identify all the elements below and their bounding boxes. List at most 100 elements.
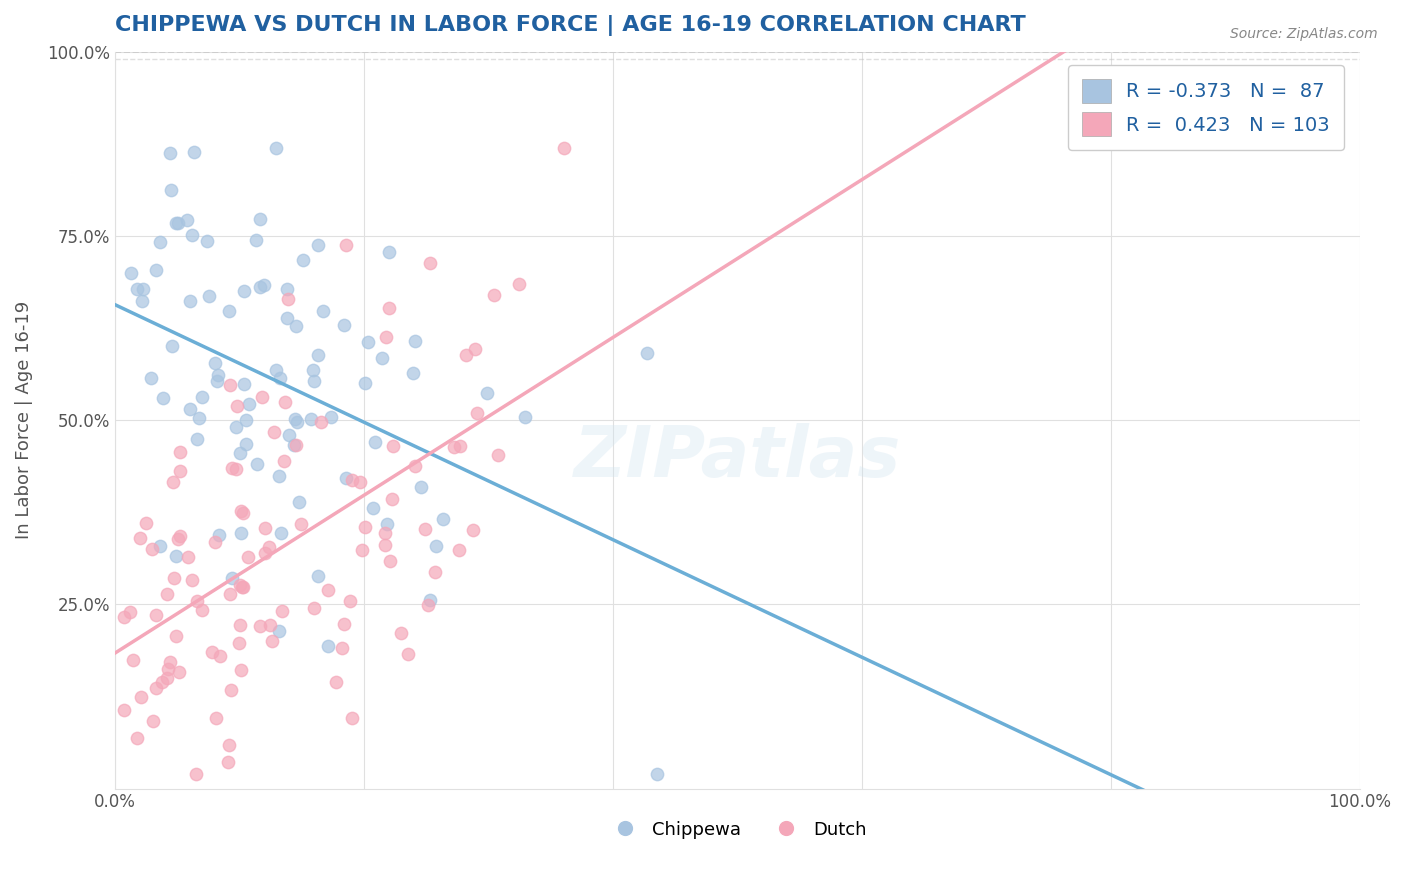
Point [464, 342, 486, 356]
Point [270, 525, 292, 540]
Point [225, 419, 247, 434]
Point [131, 293, 153, 308]
Point [142, 714, 165, 728]
Point [354, 376, 377, 390]
Point [167, 665, 190, 680]
Point [166, 217, 188, 231]
Point [260, 633, 283, 648]
Point [419, 592, 441, 607]
Point [233, 284, 256, 298]
Point [245, 233, 267, 247]
Point [197, 289, 219, 303]
Point [181, 228, 204, 243]
Point [156, 662, 179, 676]
Point [449, 439, 471, 453]
Point [160, 339, 183, 353]
Point [229, 664, 252, 678]
Point [361, 501, 384, 516]
Point [456, 348, 478, 362]
Point [179, 402, 201, 417]
Point [283, 437, 305, 451]
Point [159, 655, 181, 669]
Point [353, 520, 375, 534]
Point [357, 334, 380, 349]
Point [149, 539, 172, 553]
Point [156, 587, 179, 601]
Point [312, 304, 335, 318]
Point [378, 244, 401, 259]
Point [186, 432, 208, 446]
Point [257, 540, 280, 554]
Point [249, 280, 271, 294]
Point [165, 216, 187, 230]
Point [163, 571, 186, 585]
Point [252, 390, 274, 404]
Point [254, 521, 277, 535]
Point [218, 303, 240, 318]
Point [112, 609, 135, 624]
Point [264, 363, 287, 377]
Point [443, 440, 465, 454]
Point [382, 438, 405, 452]
Point [217, 755, 239, 769]
Point [486, 448, 509, 462]
Point [276, 311, 298, 326]
Point [219, 587, 242, 601]
Point [352, 542, 374, 557]
Point [335, 471, 357, 485]
Point [165, 549, 187, 563]
Point [307, 348, 329, 362]
Point [249, 619, 271, 633]
Point [432, 512, 454, 526]
Point [169, 464, 191, 478]
Point [263, 425, 285, 440]
Point [378, 301, 401, 315]
Point [226, 399, 249, 413]
Point [176, 213, 198, 227]
Point [205, 711, 228, 725]
Y-axis label: In Labor Force | Age 16-19: In Labor Force | Age 16-19 [15, 301, 32, 540]
Point [221, 571, 243, 585]
Point [191, 390, 214, 404]
Point [128, 531, 150, 545]
Point [238, 397, 260, 411]
Point [404, 334, 426, 348]
Point [277, 428, 299, 442]
Point [231, 504, 253, 518]
Point [636, 346, 658, 360]
Point [179, 293, 201, 308]
Point [277, 293, 299, 307]
Point [219, 682, 242, 697]
Point [413, 522, 436, 536]
Point [225, 461, 247, 475]
Point [150, 674, 173, 689]
Point [330, 641, 353, 656]
Point [285, 318, 308, 333]
Point [419, 256, 441, 270]
Point [340, 711, 363, 725]
Point [309, 415, 332, 429]
Point [205, 375, 228, 389]
Point [381, 491, 404, 506]
Point [370, 351, 392, 365]
Point [508, 277, 530, 291]
Point [266, 140, 288, 154]
Point [125, 731, 148, 746]
Point [218, 739, 240, 753]
Point [120, 605, 142, 619]
Point [249, 211, 271, 226]
Point [121, 653, 143, 667]
Point [364, 434, 387, 449]
Point [374, 538, 396, 552]
Point [285, 416, 308, 430]
Point [159, 183, 181, 197]
Point [229, 578, 252, 592]
Point [409, 480, 432, 494]
Point [167, 532, 190, 546]
Point [513, 409, 536, 424]
Point [246, 457, 269, 471]
Point [186, 594, 208, 608]
Point [149, 235, 172, 249]
Point [181, 574, 204, 588]
Point [482, 288, 505, 302]
